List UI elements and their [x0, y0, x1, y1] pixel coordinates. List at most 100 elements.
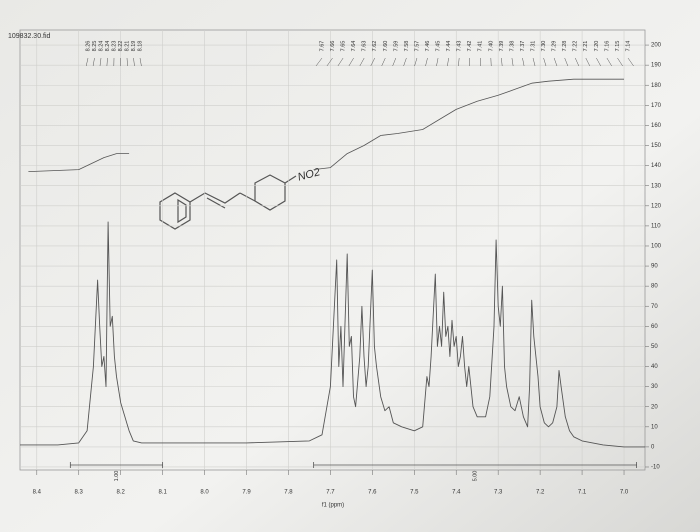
peak-leader	[425, 57, 428, 67]
peak-label: 8.18	[137, 41, 143, 52]
peak-label: 8.24	[105, 41, 111, 52]
peak-label: 8.21	[124, 41, 130, 52]
peak-leader	[99, 57, 102, 67]
x-tick-label: 7.7	[326, 490, 335, 496]
y-tick-label: 170	[651, 103, 662, 109]
y-tick-label: 20	[651, 404, 658, 410]
peak-leader	[106, 57, 108, 67]
y-tick-label: 140	[651, 163, 662, 169]
plot-frame	[19, 29, 646, 471]
peak-leader	[553, 57, 558, 67]
peak-label: 7.37	[520, 41, 526, 52]
y-tick-label: 30	[651, 384, 658, 390]
peak-leader	[392, 57, 397, 67]
peak-label: 7.15	[615, 41, 621, 52]
peak-leader	[403, 57, 407, 67]
peak-label: 7.40	[488, 41, 494, 52]
y-tick-label: 50	[651, 344, 658, 350]
x-tick-label: 8.2	[116, 490, 125, 496]
peak-leader	[348, 57, 354, 67]
peak-leader	[381, 57, 386, 67]
peak-label: 8.22	[118, 41, 124, 52]
x-tick-label: 8.1	[158, 490, 167, 496]
peak-label: 7.21	[583, 41, 589, 52]
peak-leader	[315, 57, 323, 67]
peak-label: 8.25	[92, 41, 98, 52]
peak-leader	[92, 57, 95, 67]
x-tick-label: 7.4	[452, 490, 461, 496]
x-tick-label: 7.2	[536, 490, 545, 496]
y-tick-label: 110	[651, 223, 661, 229]
y-tick-label: 190	[651, 63, 662, 69]
peak-leader	[564, 57, 569, 67]
peak-label: 8.23	[111, 41, 117, 52]
peak-label: 7.62	[372, 41, 378, 52]
peak-leader	[326, 57, 333, 67]
peak-label: 7.57	[414, 41, 420, 52]
peak-leader	[458, 57, 460, 67]
peak-label: 7.22	[573, 41, 579, 52]
integral-curve	[313, 78, 624, 170]
y-tick-label: 100	[651, 244, 662, 250]
peak-leader	[596, 57, 601, 67]
x-tick-label: 7.3	[494, 490, 503, 496]
integral-curve	[28, 153, 130, 172]
x-tick-label: 7.6	[368, 490, 377, 496]
integration-label: 1.00	[114, 471, 120, 482]
chart-title: 109832.30.fid	[8, 33, 51, 40]
peak-label: 7.42	[467, 41, 473, 52]
peak-leader	[337, 57, 344, 67]
peak-label: 7.58	[404, 41, 410, 52]
peak-leader	[501, 57, 503, 67]
peak-leader	[447, 57, 449, 67]
peak-leader	[414, 57, 418, 67]
peak-label: 7.16	[604, 41, 610, 52]
peak-label: 7.46	[425, 41, 431, 52]
peak-leader	[627, 57, 634, 67]
peak-label: 7.60	[383, 41, 389, 52]
spectrum-line	[20, 221, 645, 448]
x-tick-label: 7.8	[284, 490, 293, 496]
x-tick-label: 7.9	[242, 490, 251, 496]
x-tick-label: 8.4	[33, 490, 42, 496]
x-tick-label: 8.3	[75, 490, 84, 496]
molecule	[159, 174, 297, 230]
peak-label: 7.67	[319, 41, 325, 52]
peak-leader	[436, 57, 439, 67]
peak-leader	[575, 57, 580, 67]
peak-label: 7.65	[341, 41, 347, 52]
peak-label: 7.44	[446, 41, 452, 52]
y-tick-label: 90	[651, 264, 658, 270]
peak-label: 7.66	[330, 41, 336, 52]
peak-leader	[585, 57, 591, 67]
peak-label: 7.30	[541, 41, 547, 52]
y-tick-label: 120	[651, 203, 662, 209]
y-tick-label: 70	[651, 304, 658, 310]
y-tick-label: 160	[651, 123, 662, 129]
peak-label: 7.45	[436, 41, 442, 52]
peak-label: 7.14	[625, 41, 631, 52]
peak-label: 7.64	[351, 41, 357, 52]
peak-label: 7.28	[562, 41, 568, 52]
y-tick-label: 130	[651, 183, 662, 189]
y-tick-label: 180	[651, 83, 662, 89]
y-tick-label: 40	[651, 364, 658, 370]
peak-label: 7.59	[393, 41, 399, 52]
peak-label: 7.38	[509, 41, 515, 52]
peak-leader	[359, 57, 365, 67]
peak-leader	[85, 57, 89, 67]
peak-label: 7.20	[594, 41, 600, 52]
peak-leader	[370, 57, 375, 67]
x-axis-label: f1 (ppm)	[322, 503, 344, 509]
integration-label: 5.00	[473, 471, 479, 482]
peak-label: 7.39	[499, 41, 505, 52]
y-tick-label: 0	[651, 444, 655, 450]
peak-label: 7.43	[457, 41, 463, 52]
x-tick-label: 7.5	[410, 490, 419, 496]
y-tick-label: 60	[651, 324, 658, 330]
peak-leader	[126, 57, 128, 67]
y-tick-label: 10	[651, 424, 658, 430]
peak-label: 7.41	[478, 41, 484, 52]
peak-leader	[522, 57, 525, 67]
